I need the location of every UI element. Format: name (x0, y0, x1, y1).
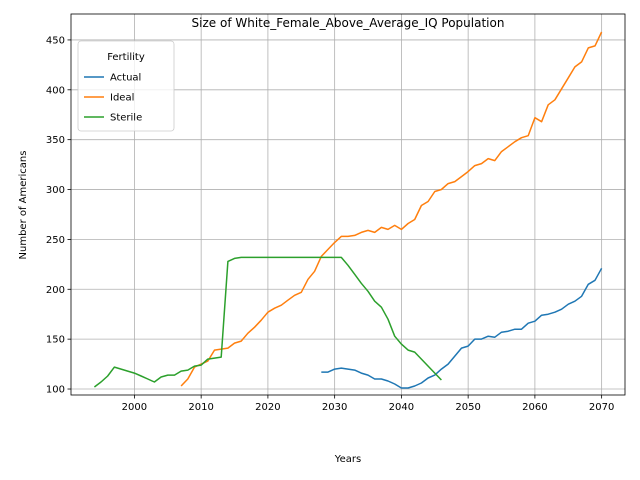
y-tick-label: 200 (46, 285, 65, 296)
y-tick-label: 150 (46, 335, 65, 346)
chart-title: Size of White_Female_Above_Average_IQ Po… (192, 16, 505, 30)
series-line-actual (321, 267, 603, 389)
y-tick-label: 300 (46, 185, 65, 196)
y-axis-label: Number of Americans (18, 151, 29, 260)
y-tick-label: 100 (46, 385, 65, 396)
x-tick-label: 2040 (389, 402, 414, 413)
y-tick-label: 450 (46, 35, 65, 46)
series-line-ideal (180, 31, 603, 387)
y-tick-label: 250 (46, 235, 65, 246)
legend-label-actual: Actual (110, 73, 141, 84)
axis-ticks: 2000 2010 2020 2030 2040 2050 2060 2070 100 150 20… (46, 35, 614, 413)
x-axis-label: Years (334, 454, 361, 465)
series-line-sterile (93, 256, 442, 388)
legend-title: Fertility (107, 52, 145, 63)
legend-frame (77, 40, 175, 132)
legend-entries: Actual Ideal Sterile (84, 73, 142, 124)
x-tick-label: 2050 (455, 402, 480, 413)
x-tick-label: 2070 (589, 402, 614, 413)
grid (71, 14, 625, 395)
x-tick-label: 2030 (322, 402, 347, 413)
x-tick-label: 2010 (188, 402, 213, 413)
x-tick-label: 2060 (522, 402, 547, 413)
legend-label-ideal: Ideal (110, 93, 134, 104)
y-tick-label: 400 (46, 85, 65, 96)
x-tick-label: 2000 (122, 402, 147, 413)
x-tick-label: 2020 (255, 402, 280, 413)
series-lines (93, 31, 603, 389)
y-tick-label: 350 (46, 135, 65, 146)
plot-frame (70, 13, 626, 396)
legend: Fertility Actual Ideal Sterile (77, 40, 175, 132)
legend-label-sterile: Sterile (110, 113, 142, 124)
